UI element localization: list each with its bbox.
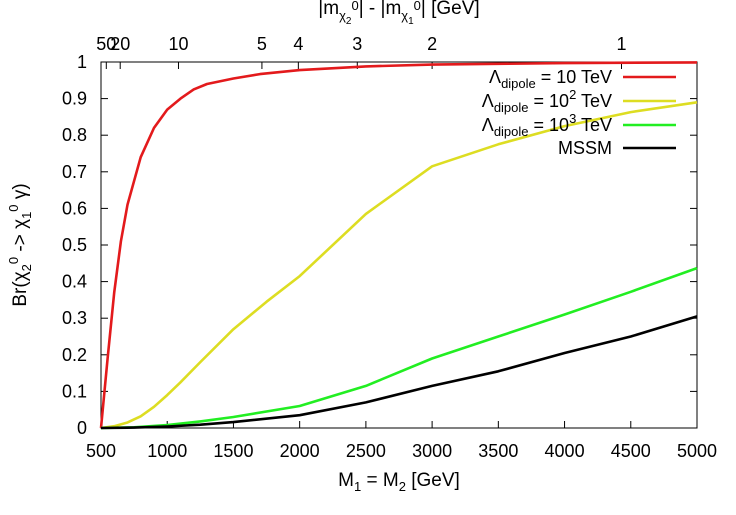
y-tick-label: 0.4 [62,272,87,292]
top-tick-label: 50 [96,34,116,54]
legend-label-2: Λdipole = 103 TeV [482,111,612,139]
top-tick-label: 2 [427,34,437,54]
y-tick-label: 0.8 [62,125,87,145]
y-tick-label: 0.3 [62,308,87,328]
series-line-1 [100,101,698,430]
y-tick-label: 0 [77,418,87,438]
x-axis-title: M1 = M2 [GeV] [338,470,460,494]
x-tick-label: 3000 [412,441,452,461]
top-tick-label: 4 [293,34,303,54]
x-tick-label: 4500 [611,441,651,461]
y-tick-label: 0.9 [62,89,87,109]
y-tick-label: 1 [77,52,87,72]
x-tick-label: 1500 [213,441,253,461]
y-tick-label: 0.2 [62,345,87,365]
x-tick-label: 1000 [147,441,187,461]
x-tick-label: 4000 [545,441,585,461]
x-tick-label: 500 [86,441,116,461]
y-tick-label: 0.1 [62,381,87,401]
legend-label-0: Λdipole = 10 TeV [489,67,612,91]
x-tick-label: 2000 [280,441,320,461]
series-line-0 [99,61,698,429]
y-tick-label: 0.7 [62,162,87,182]
x-tick-label: 2500 [346,441,386,461]
y-tick-label: 0.6 [62,198,87,218]
top-axis-title: |mχ20| - |mχ10| [GeV] [318,0,479,27]
top-tick-label: 3 [352,34,362,54]
top-tick-label: 20 [110,34,130,54]
x-tick-label: 5000 [677,441,717,461]
y-axis-title: Br(χ20 -> χ10 γ) [6,183,34,306]
series-line-2 [100,266,698,430]
y-tick-label: 0.5 [62,235,87,255]
legend-label-1: Λdipole = 102 TeV [482,87,612,115]
x-tick-label: 3500 [478,441,518,461]
top-tick-label: 5 [257,34,267,54]
legend-label-3: MSSM [558,138,612,158]
top-tick-label: 10 [168,34,188,54]
series-line-3 [100,315,698,430]
top-tick-label: 1 [616,34,626,54]
